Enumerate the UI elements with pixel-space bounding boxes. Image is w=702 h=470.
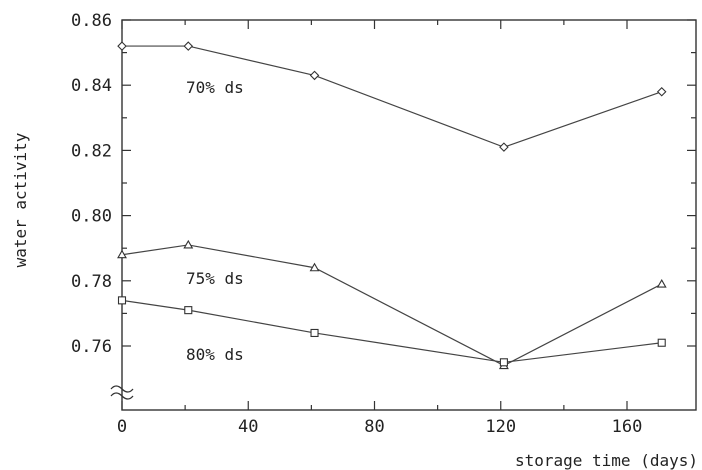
data-point-diamond [499,142,509,152]
data-point-diamond [656,86,667,97]
series-label: 75% ds [186,269,244,288]
y-tick-label: 0.84 [71,76,112,96]
data-point-triangle [309,262,320,272]
y-tick-label: 0.86 [71,11,112,31]
x-tick-label: 80 [364,417,384,437]
y-tick-label: 0.80 [71,207,112,227]
x-tick-label: 40 [238,417,258,437]
x-tick-label: 160 [612,417,643,437]
y-tick-label: 0.78 [71,272,112,292]
series-label: 70% ds [186,78,244,97]
series-markers [117,41,667,370]
data-point-triangle [183,239,194,249]
series-label: 80% ds [186,345,244,364]
data-point-diamond [309,70,320,81]
data-point-square [117,296,127,305]
data-point-square [499,358,508,367]
data-point-diamond [117,41,127,51]
y-axis-title: water activity [11,132,30,267]
y-tick-label: 0.82 [71,141,112,161]
axis-break-symbol [110,385,134,400]
series-labels: 70% ds 75% ds 80% ds [186,78,244,364]
y-tick-label: 0.76 [71,337,112,357]
data-point-triangle [656,278,667,288]
tick-label-group: 0 40 80 120 160 0.76 0.78 0.80 0.82 0.84 0.86 [71,11,642,437]
data-point-square [657,338,666,347]
x-tick-label: 0 [117,417,127,437]
data-point-diamond [183,41,194,51]
x-tick-label: 120 [485,417,516,437]
data-point-triangle [117,249,127,259]
x-axis-title: storage time (days) [515,451,698,470]
tick-group [121,19,696,410]
data-point-square [184,306,193,315]
data-point-square [310,328,319,338]
